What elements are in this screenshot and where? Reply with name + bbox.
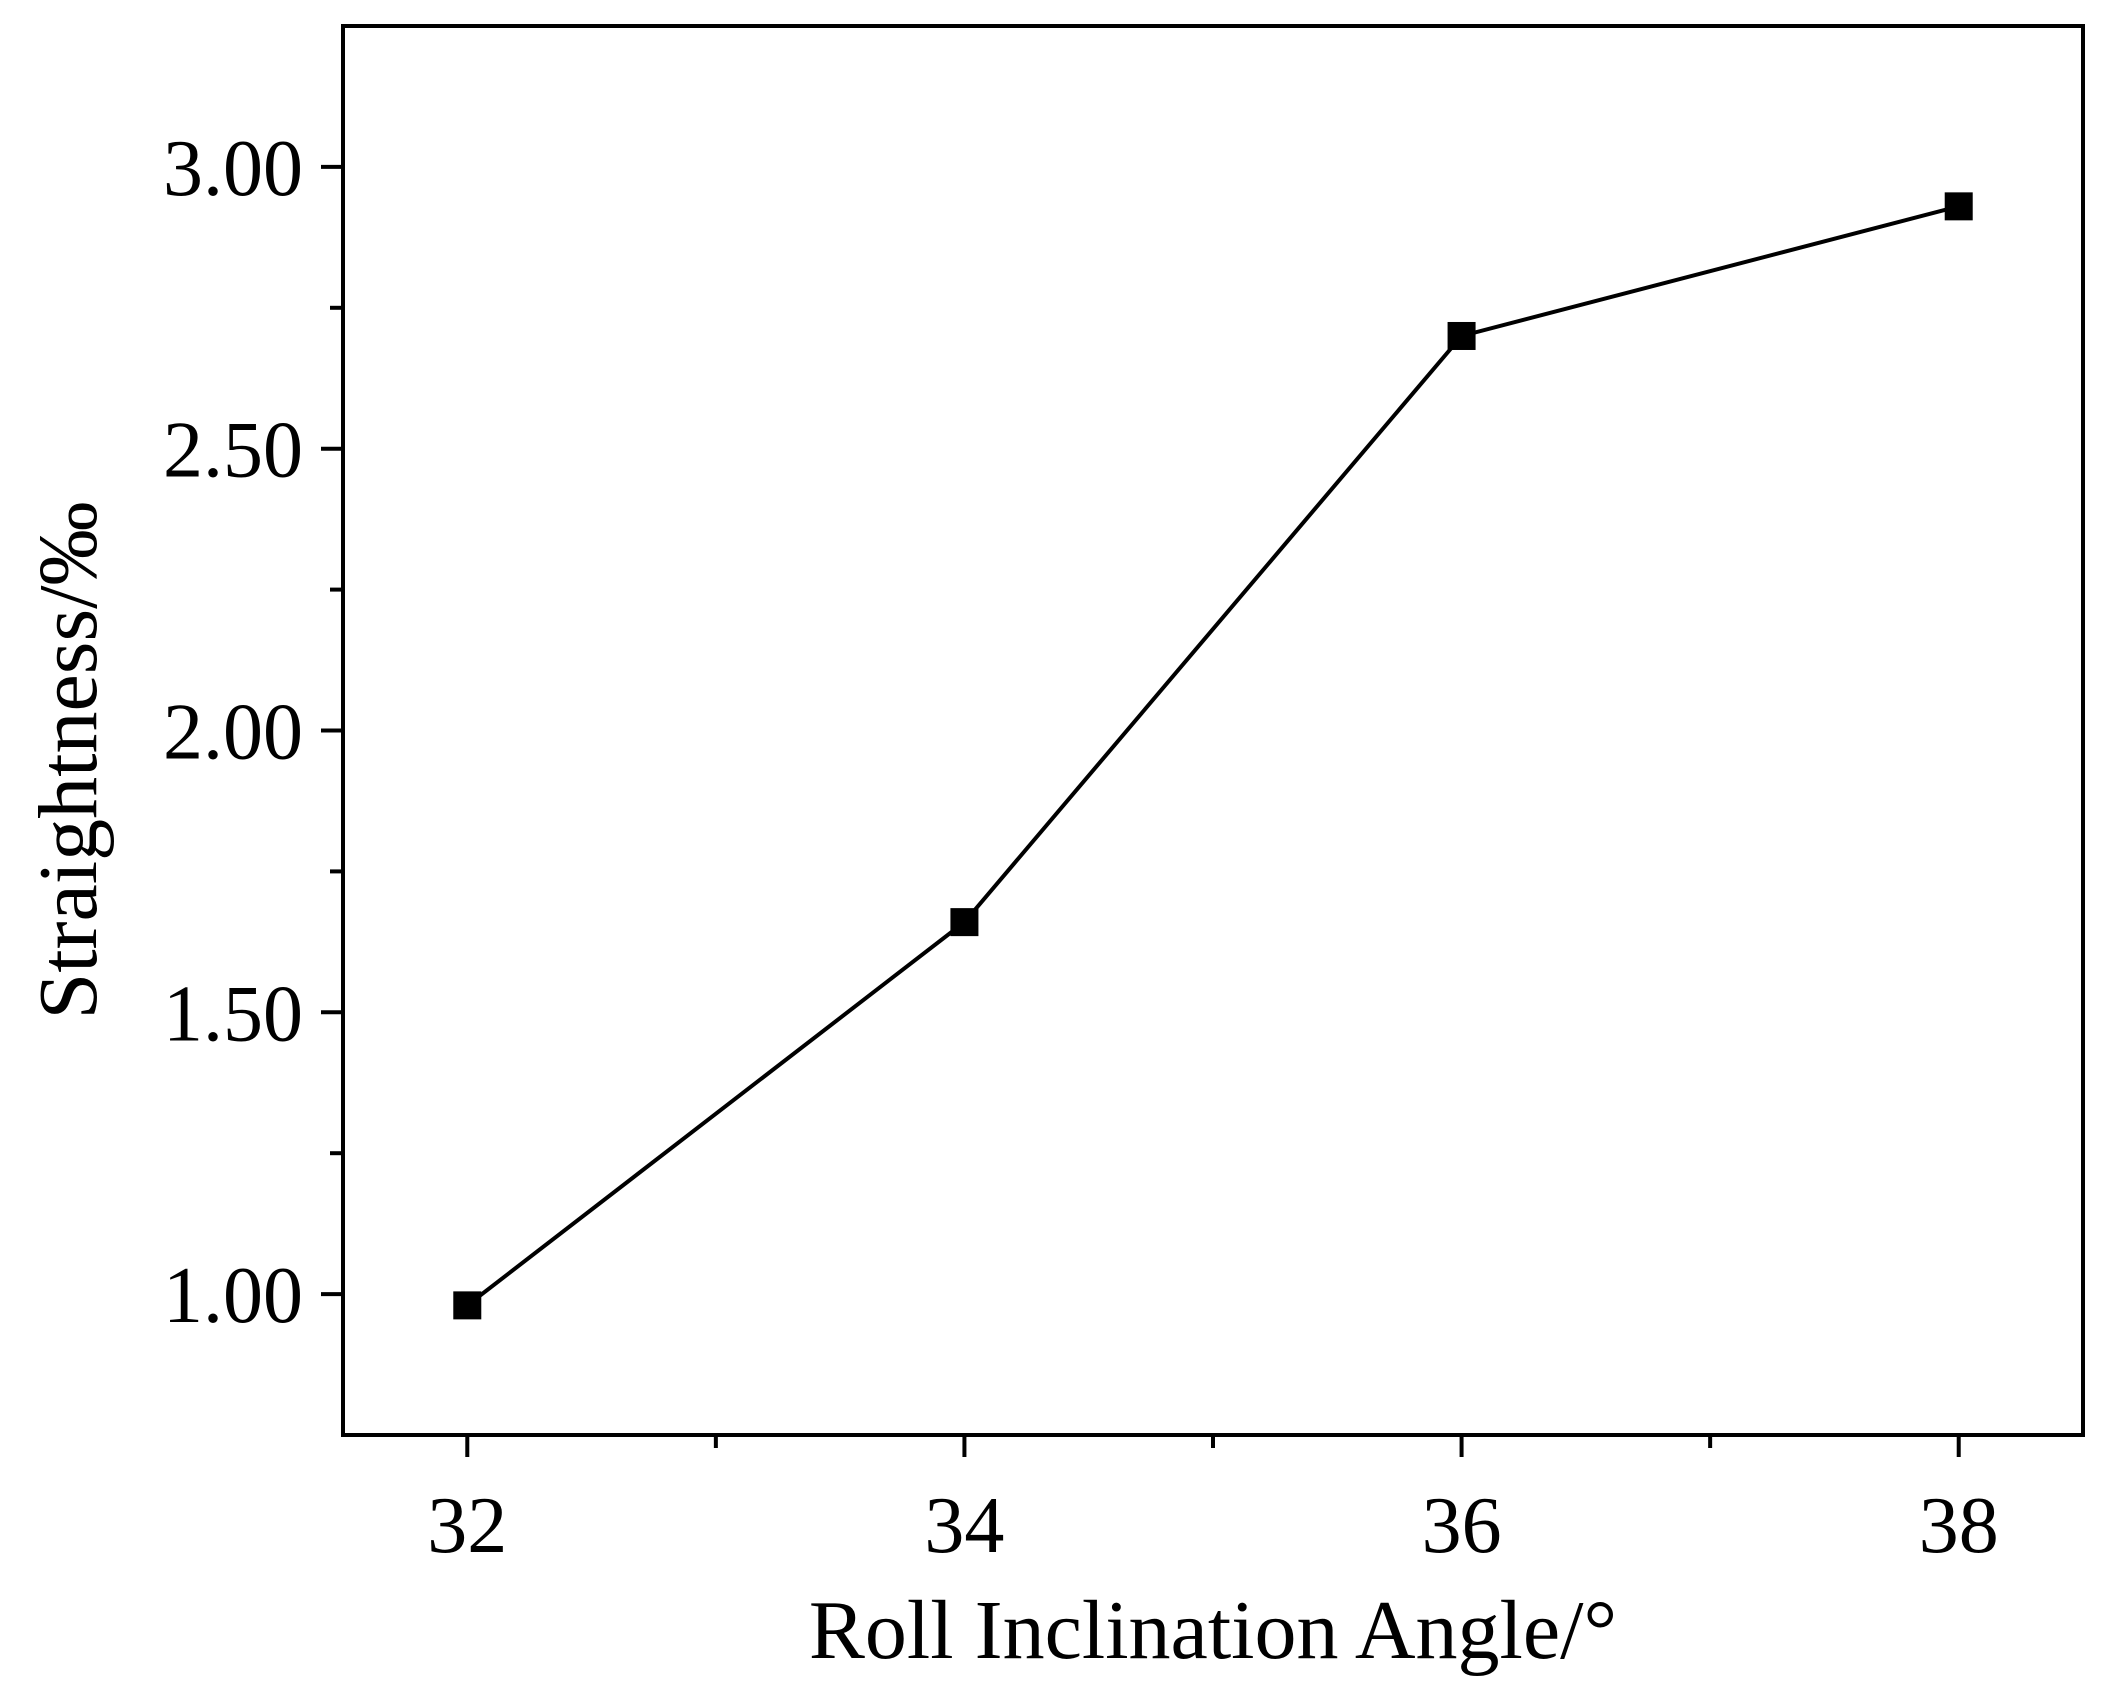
- series-line: [466, 204, 1960, 1307]
- data-point-marker: [950, 908, 979, 937]
- data-point-marker: [1447, 321, 1476, 350]
- x-tick-label: 38: [1919, 1482, 1999, 1570]
- data-point-marker: [453, 1291, 482, 1320]
- y-tick-label: 3.00: [163, 125, 303, 213]
- data-point-marker: [1944, 192, 1973, 221]
- tick-labels-layer: 32 34 36 38 1.00 1.50 2.00 2.50 3.00: [163, 125, 1999, 1570]
- ticks-layer: [321, 164, 1961, 1457]
- y-tick-label: 1.00: [163, 1252, 303, 1340]
- y-tick-label: 1.50: [163, 970, 303, 1058]
- x-tick-label: 32: [427, 1482, 507, 1570]
- series-layer: [453, 192, 1973, 1320]
- x-tick-label: 34: [924, 1482, 1004, 1570]
- y-tick-label: 2.50: [163, 407, 303, 495]
- y-axis-title: Straightness/‰: [22, 502, 115, 1020]
- plot-frame: [341, 24, 2085, 1437]
- x-axis-title: Roll Inclination Angle/°: [809, 1584, 1617, 1677]
- x-tick-label: 36: [1422, 1482, 1502, 1570]
- y-tick-label: 2.00: [163, 689, 303, 777]
